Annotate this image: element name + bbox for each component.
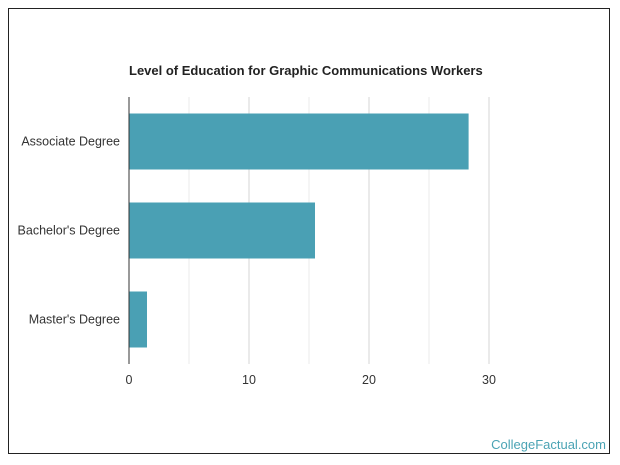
category-label: Associate Degree [21,135,120,149]
x-tick-label: 0 [126,373,133,387]
x-tick-label: 30 [482,373,496,387]
category-label: Bachelor's Degree [18,224,120,238]
category-label: Master's Degree [29,313,120,327]
bar-associate-degree [129,113,469,170]
chart-title: Level of Education for Graphic Communica… [129,63,483,78]
category-labels: Associate Degree Bachelor's Degree Master'… [18,135,120,327]
bar-master-s-degree [129,291,147,348]
x-tick-label: 20 [362,373,376,387]
x-tick-labels: 0 10 20 30 [126,373,496,387]
watermark-logo[interactable]: CollegeFactual.com [491,437,606,452]
bars [129,113,469,348]
x-tick-label: 10 [242,373,256,387]
bar-bachelor-s-degree [129,202,315,259]
